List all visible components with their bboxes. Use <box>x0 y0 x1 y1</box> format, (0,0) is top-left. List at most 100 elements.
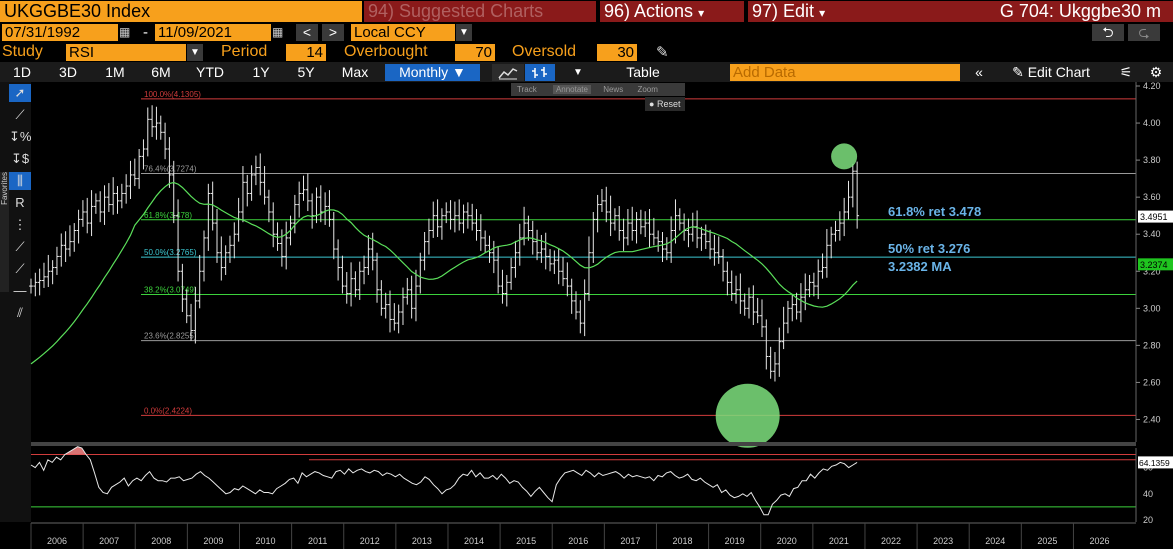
tab-6m[interactable]: 6M <box>151 64 171 80</box>
redo-icon[interactable]: ⮎ <box>1128 24 1160 41</box>
edit-menu-button[interactable]: 97) Edit ▾ <box>748 1 852 22</box>
tab-max[interactable]: Max <box>341 64 369 80</box>
zoom-option[interactable]: Zoom <box>637 85 658 94</box>
title-bar: UKGGBE30 Index 94) Suggested Charts 96) … <box>0 0 1173 23</box>
prev-range-button[interactable]: < <box>296 24 318 41</box>
edit-label: Edit <box>783 1 815 21</box>
edit-num: 97) <box>752 1 779 21</box>
x-tick-label: 2014 <box>464 536 484 546</box>
period-label: Period <box>221 43 268 60</box>
draw-line-icon[interactable]: ⟋ <box>15 107 25 122</box>
fib-level-label: 50.0%(3.2765) <box>144 248 197 257</box>
date-separator: - <box>143 24 148 41</box>
actions-menu-button[interactable]: 96) Actions ▾ <box>600 1 744 22</box>
tab-1d[interactable]: 1D <box>13 64 31 80</box>
tab-3d[interactable]: 3D <box>59 64 77 80</box>
currency-select[interactable]: Local CCY <box>351 24 455 41</box>
add-data-input[interactable]: Add Data <box>730 64 960 81</box>
study-label: Study <box>2 43 43 60</box>
reset-label: Reset <box>656 99 681 109</box>
annotation-label: 50% ret 3.276 <box>888 241 970 256</box>
trendline-icon[interactable]: ⟋ <box>15 239 25 254</box>
edit-chart-button[interactable]: ✎ Edit Chart <box>997 64 1105 81</box>
overbought-input[interactable]: 70 <box>455 44 495 61</box>
x-axis: 2006 2007 2008 2009 2010 2011 2012 2013 2014 2015… <box>30 522 1136 549</box>
last-ma-tag-bg <box>1138 258 1173 271</box>
suggested-label: Suggested Charts <box>399 1 544 21</box>
x-tick-label: 2012 <box>360 536 380 546</box>
x-tick-label: 2010 <box>256 536 276 546</box>
oversold-input[interactable]: 30 <box>597 44 637 61</box>
actions-num: 96) <box>604 1 631 21</box>
tab-ytd[interactable]: YTD <box>196 64 224 80</box>
annotations: 61.8% ret 3.478 50% ret 3.276 3.2382 MA <box>888 204 981 274</box>
bar-chart-icon[interactable] <box>525 64 555 81</box>
calendar-icon[interactable]: ▦ <box>272 25 284 39</box>
chart-settings-icon[interactable]: ⚟ <box>1119 64 1133 80</box>
x-tick-label: 2006 <box>47 536 67 546</box>
y-tick-label: 3.40 <box>1143 229 1161 239</box>
track-option[interactable]: Track <box>517 85 537 94</box>
fib-level-label: 0.0%(2.4224) <box>144 406 192 415</box>
moving-average <box>30 181 858 365</box>
x-axis-bg <box>31 522 1136 549</box>
start-date-input[interactable]: 07/31/1992 <box>2 24 118 41</box>
favorites-tab[interactable]: Favorites <box>0 172 9 292</box>
last-price-tag-bg <box>1138 210 1173 223</box>
chevron-down-icon[interactable]: ▼ <box>187 44 203 61</box>
ray-icon[interactable]: ⟋ <box>15 261 25 276</box>
suggested-charts-button[interactable]: 94) Suggested Charts <box>364 1 596 22</box>
gear-icon[interactable]: ⚙ <box>1149 64 1163 80</box>
text-tool-icon[interactable]: R <box>15 195 25 210</box>
undo-icon[interactable]: ⮌ <box>1092 24 1124 41</box>
next-range-button[interactable]: > <box>322 24 344 41</box>
table-button[interactable]: Table <box>626 64 660 80</box>
percent-tool-icon[interactable]: ↧% <box>9 129 32 144</box>
x-tick-label: 2016 <box>568 536 588 546</box>
annotation-label: 61.8% ret 3.478 <box>888 204 981 219</box>
price-chart[interactable]: 100.0%(4.1305) 76.4%(3.7274) 61.8%(3.478) 5… <box>0 82 1173 549</box>
calendar-icon[interactable]: ▦ <box>119 25 131 39</box>
security-title[interactable]: UKGGBE30 Index <box>0 1 362 22</box>
fib-level-label: 61.8%(3.478) <box>144 211 192 220</box>
chevron-down-icon: ▾ <box>819 6 826 20</box>
chevron-down-icon[interactable]: ▼ <box>573 67 583 78</box>
annotate-option[interactable]: Annotate <box>552 85 591 94</box>
price-bars <box>29 105 860 382</box>
last-ma-tag: 3.2374 <box>1140 260 1168 270</box>
chevron-down-icon[interactable]: ▼ <box>456 24 472 41</box>
dollar-tool-icon[interactable]: ↧$ <box>10 151 30 166</box>
period-input[interactable]: 14 <box>286 44 326 61</box>
rsi-overbought-fill <box>31 446 858 455</box>
suggested-num: 94) <box>368 1 395 21</box>
y-axis: 4.20 4.00 3.80 3.60 3.40 3.20 3.00 2.80 2.60 2.40… <box>1135 82 1173 442</box>
news-option[interactable]: News <box>603 85 624 94</box>
drawing-toolbar: Favorites ➚ ⟋ ↧% ↧$ ⫼ R ⋮ ⟋ ⟋ — ⫽ <box>0 82 31 522</box>
actions-label: Actions <box>634 1 694 21</box>
panel-separator <box>31 442 1136 446</box>
frequency-select[interactable]: Monthly ▼ <box>385 64 480 81</box>
overbought-label: Overbought <box>344 43 428 60</box>
x-tick-label: 2019 <box>725 536 745 546</box>
end-date-input[interactable]: 11/09/2021 <box>155 24 271 41</box>
horizontal-line-icon[interactable]: — <box>13 283 27 298</box>
tab-1y[interactable]: 1Y <box>252 64 270 80</box>
study-bar: Study RSI ▼ Period 14 Overbought 70 Over… <box>0 42 1173 62</box>
high-circle <box>831 143 858 170</box>
x-tick-label: 2020 <box>777 536 797 546</box>
cursor-icon[interactable]: ➚ <box>9 84 31 102</box>
tab-1m[interactable]: 1M <box>105 64 125 80</box>
y-tick-label: 4.00 <box>1143 118 1161 128</box>
reset-button[interactable]: ● Reset <box>645 97 685 111</box>
study-select[interactable]: RSI <box>66 44 186 61</box>
collapse-icon[interactable]: « <box>975 64 983 80</box>
pencil-icon[interactable]: ✎ <box>656 44 669 61</box>
trend-tool-icon[interactable]: ⋮ <box>13 217 27 232</box>
fibonacci-icon[interactable]: ⫼ <box>9 172 31 190</box>
channel-icon[interactable]: ⫽ <box>17 305 23 320</box>
tab-5y[interactable]: 5Y <box>297 64 315 80</box>
y-tick-label: 3.60 <box>1143 192 1161 202</box>
y-tick-label: 4.20 <box>1143 82 1161 91</box>
line-chart-icon[interactable] <box>492 64 524 81</box>
fib-level-label: 38.2%(3.0749) <box>144 285 197 294</box>
